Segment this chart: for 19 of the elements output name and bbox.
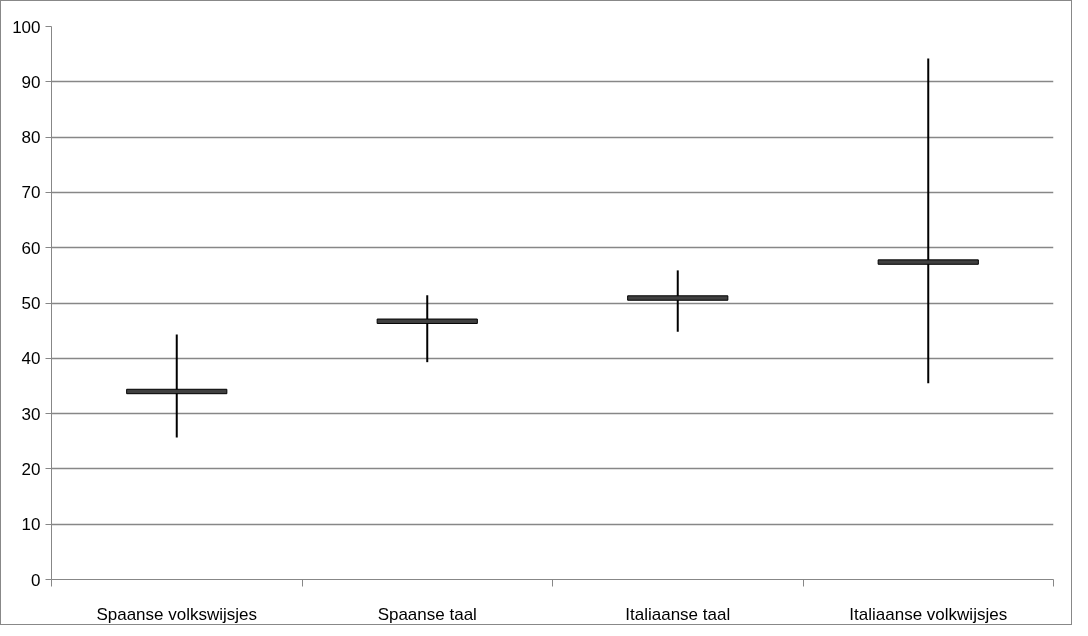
x-tick-label: Spaanse taal	[377, 604, 477, 624]
y-tick-label: 80	[21, 128, 41, 148]
x-tick-label: Spaanse volkswijsjes	[96, 604, 258, 624]
candlestick	[126, 333, 228, 439]
y-tick-label: 90	[21, 72, 41, 92]
y-tick-label: 30	[21, 404, 41, 424]
candlestick	[877, 57, 979, 385]
y-tick-label: 20	[21, 459, 41, 479]
y-tick-label: 50	[21, 294, 41, 313]
y-tick-label: 0	[31, 570, 41, 590]
y-tick-label: 60	[21, 238, 41, 258]
x-tick-label: Italiaanse volkwijsjes	[849, 604, 1008, 624]
candlestick	[627, 269, 729, 333]
y-tick-label: 100	[12, 17, 41, 37]
x-tick-label: Italiaanse taal	[625, 604, 731, 624]
y-tick-label: 70	[21, 183, 41, 203]
y-tick-label: 40	[21, 349, 41, 369]
y-tick-label: 10	[21, 515, 41, 535]
candlestick	[376, 294, 478, 364]
